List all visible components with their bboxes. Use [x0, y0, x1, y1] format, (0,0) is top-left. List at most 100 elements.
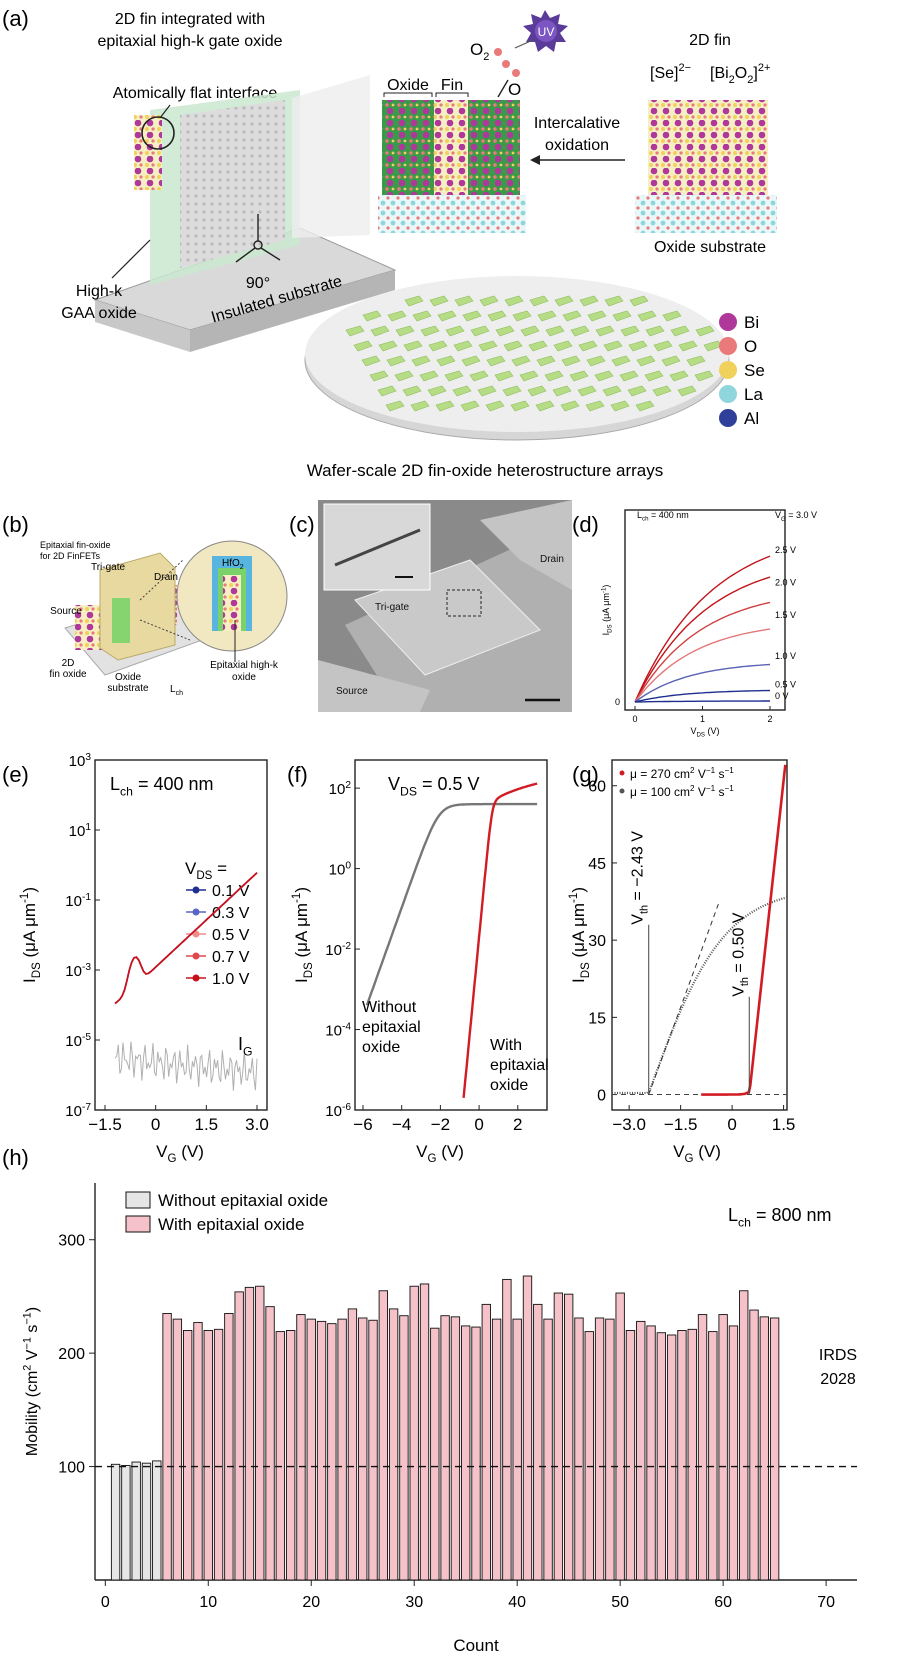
chart-d-xtick-label: 0	[632, 714, 637, 724]
wafer-fin	[611, 355, 631, 367]
chart-h-bar-with	[728, 1325, 739, 1581]
chart-f-ytick-label: 10-6	[325, 1102, 351, 1120]
chart-h-ylabel-part: V	[24, 1349, 41, 1364]
chart-h-bar-with	[749, 1309, 759, 1581]
wafer-fin	[435, 400, 455, 412]
legend-dot-bi	[719, 313, 737, 331]
fin2d-label: 2D fin	[689, 32, 731, 49]
chart-f-xlabel: VG (V)	[416, 1142, 464, 1165]
wafer-fin	[378, 340, 398, 352]
chart-h-annotation: Lch = 800 nm	[728, 1205, 832, 1229]
chart-h-bar-with	[327, 1323, 337, 1581]
chart-e-xtick-label: 0	[151, 1115, 160, 1134]
chart-d-series-line	[634, 689, 771, 703]
oxide-substrate-label: Oxide substrate	[654, 239, 766, 256]
drain-label-b: Drain	[154, 572, 178, 583]
wafer-fin	[370, 325, 390, 337]
chart-h-reference-label: 2028	[820, 1371, 856, 1388]
wafer-fin	[470, 325, 490, 337]
wafer-fin	[644, 370, 664, 382]
chart-e-ylabel-part: I	[20, 978, 39, 983]
chart-e-xtick-label: 3.0	[245, 1115, 269, 1134]
wafer-fin	[669, 370, 689, 382]
chart-d-series-line	[634, 576, 771, 703]
chart-h-bar-with	[646, 1325, 656, 1581]
chart-h-ylabel: Mobility (cm2 V−1 s−1)	[22, 1307, 41, 1456]
chart-e-series-line	[114, 872, 258, 1005]
wafer-fin	[602, 385, 622, 397]
wafer-fin	[552, 385, 572, 397]
chart-f-ytick-label-part: 10	[329, 781, 346, 798]
chart-h-bar-with	[183, 1330, 193, 1581]
chart-e-ytick-label-part: 10	[65, 893, 82, 910]
wafer-fin	[454, 295, 474, 307]
panel-h-label: (h)	[2, 1145, 29, 1170]
chart-g-xlabel: VG (V)	[673, 1142, 721, 1165]
chart-f-ylabel-part: )	[292, 887, 311, 893]
chart-h-bar-with	[337, 1318, 347, 1581]
chart-h-bar-with	[203, 1330, 213, 1581]
chart-e-legend-label: 0.7 V	[212, 949, 250, 966]
chart-h-ylabel-part: −1	[22, 1337, 34, 1349]
wafer-fin	[412, 310, 432, 322]
panel-b-title-1: Epitaxial fin-oxide	[40, 540, 111, 550]
wafer-fin	[404, 295, 424, 307]
panel-e-label: (e)	[2, 762, 29, 787]
chart-d-annotation-part: L	[637, 510, 642, 520]
chart-g-legend-label-part: s	[715, 767, 724, 781]
axes-symbol	[235, 214, 281, 263]
chart-d-series-line	[634, 663, 771, 703]
legend-dot-se	[719, 361, 737, 379]
chart-h-xtick-label: 60	[714, 1594, 732, 1611]
wafer-fin	[444, 370, 464, 382]
chart-h-bar-with	[605, 1318, 615, 1581]
chart-g-ytick-label: 15	[588, 1010, 606, 1027]
chart-h-bar-with	[697, 1314, 708, 1581]
chart-f-ylabel-part: (μA μm	[292, 903, 311, 962]
angle-label: 90°	[246, 275, 270, 292]
chart-f-ylabel: IDS (μA μm-1)	[291, 887, 315, 983]
sem-trigate-label: Tri-gate	[375, 602, 410, 613]
hfo2-label: HfO2	[222, 558, 244, 571]
chart-d-series-label: 1.5 V	[775, 610, 796, 620]
wafer-caption: Wafer-scale 2D fin-oxide heterostructure…	[307, 461, 664, 480]
chart-h-legend-swatch	[125, 1215, 151, 1233]
fin-bracket	[435, 92, 469, 97]
chart-e-xlabel-part: V	[156, 1142, 168, 1161]
chart-e-legend-label: 0.3 V	[212, 905, 250, 922]
wafer-fin	[445, 325, 465, 337]
chart-d-series-line	[634, 700, 770, 703]
chart-e-gate-label: IG	[238, 1034, 253, 1058]
chart-f-ytick-label-part: -6	[342, 1102, 351, 1113]
oxygen-dot	[494, 48, 502, 56]
chart-f-ylabel-part: I	[292, 978, 311, 983]
chart-f-ytick-label-part: -4	[342, 1022, 351, 1033]
chart-h-bar-with	[636, 1320, 646, 1581]
chart-e-ytick-label-part: 10	[65, 1033, 82, 1050]
chart-f-label-with: epitaxial	[490, 1057, 549, 1074]
chart-h-bar-with	[677, 1330, 687, 1581]
chart-e-ytick-label: 10-5	[65, 1032, 91, 1050]
chart-g-ytick-label: 0	[597, 1088, 606, 1105]
chart-f-label-with: With	[490, 1037, 522, 1054]
chart-e-ytick-label: 103	[69, 752, 92, 770]
chart-f-ytick-label: 10-2	[325, 941, 351, 959]
zoom-wedge	[292, 75, 370, 238]
chart-h-bar-with	[522, 1275, 533, 1581]
sem-zoom-box	[446, 589, 482, 617]
chart-f-ytick-label-part: -2	[342, 941, 351, 952]
wafer-fin	[453, 340, 473, 352]
chart-h-ytick-label: 300	[58, 1233, 85, 1250]
wafer-fin	[402, 385, 422, 397]
panel-a-label: (a)	[2, 6, 29, 31]
wafer-fin	[653, 340, 673, 352]
chart-h-bar-with	[502, 1278, 512, 1581]
intercalative-label-1: Intercalative	[534, 115, 620, 132]
chart-h-xtick-label: 30	[405, 1594, 423, 1611]
chart-h-bar-with	[708, 1331, 718, 1581]
wafer-fin	[502, 385, 522, 397]
chart-g-legend-label: μ = 100 cm2 V−1 s−1	[630, 784, 734, 799]
chart-e-ylabel-part: -1	[19, 893, 31, 903]
